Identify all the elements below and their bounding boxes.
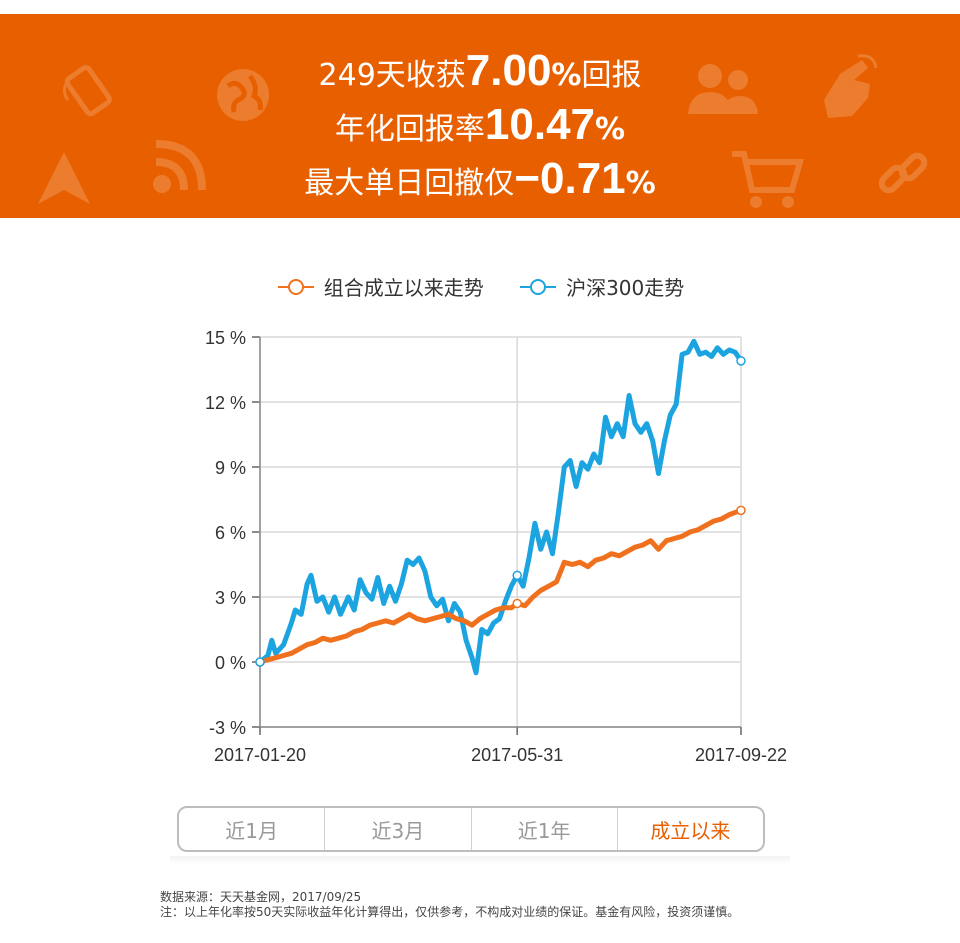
chart-legend: 组合成立以来走势 沪深300走势: [0, 272, 960, 306]
globe-icon: [217, 69, 269, 121]
performance-line-chart: -3 % 0 % 3 % 6 % 9 % 12 % 15 % 2017-01-20 2017-0…: [205, 328, 787, 765]
portfolio-point-marker: [736, 505, 746, 516]
x-tick-label: 2017-05-31: [471, 745, 563, 765]
tab-since-inception[interactable]: 成立以来: [650, 818, 731, 843]
cart-icon: [732, 151, 804, 208]
y-tick-label: 12 %: [205, 393, 246, 413]
portfolio-series-line: [257, 507, 744, 665]
max-drawdown-label: 最大单日回撤仅: [304, 166, 515, 201]
period-tabs: 近1月 近3月 近1年 成立以来: [177, 806, 765, 852]
max-drawdown-value: −0.71: [514, 154, 626, 203]
headline-line-3: 最大单日回撤仅−0.71%: [0, 152, 960, 206]
percent-sign: %: [595, 112, 626, 147]
tabs-shadow: [170, 856, 790, 864]
rss-icon: [153, 140, 206, 193]
legend-line-marker-orange-icon: [277, 278, 314, 295]
y-tick-label: 0 %: [215, 653, 246, 673]
summary-banner: 249天收获7.00%回报 年化回报率10.47% 最大单日回撤仅−0.71%: [0, 14, 960, 218]
disclaimer-text: 注：以上年化率按50天实际收益年化计算得出，仅供参考，不构成对业绩的保证。基金有…: [160, 905, 740, 919]
percent-sign: %: [625, 166, 656, 201]
navigation-arrow-icon: [38, 152, 90, 204]
footer-notes: 数据来源：天天基金网，2017/09/25 注：以上年化率按50天实际收益年化计…: [160, 890, 739, 920]
legend-item-index[interactable]: 沪深300走势: [518, 272, 684, 301]
y-tick-label: 6 %: [215, 523, 246, 543]
phone-icon: [62, 65, 112, 117]
headline-line-1: 249天收获7.00%回报: [0, 44, 960, 98]
headline-line-2: 年化回报率10.47%: [0, 98, 960, 152]
return-suffix: 回报: [581, 58, 642, 93]
holding-days-text: 249天收获: [318, 58, 466, 93]
index-series-line: [257, 338, 744, 676]
tab-3-months[interactable]: 近3月: [325, 808, 472, 850]
users-icon: [688, 64, 758, 114]
annualized-value: 10.47: [484, 100, 596, 149]
index-point-marker: [255, 657, 265, 667]
annualized-label: 年化回报率: [334, 112, 485, 147]
y-tick-label: 15 %: [205, 328, 246, 348]
link-icon: [878, 152, 928, 194]
pointer-hand-icon: [824, 54, 878, 118]
total-return-value: 7.00: [465, 46, 552, 95]
percent-sign: %: [551, 58, 582, 93]
legend-line-marker-blue-icon: [520, 278, 557, 295]
legend-item-portfolio[interactable]: 组合成立以来走势: [276, 272, 484, 301]
y-tick-label: 9 %: [215, 458, 246, 478]
data-source-text: 数据来源：天天基金网，2017/09/25: [160, 890, 362, 904]
legend-label-index: 沪深300走势: [566, 276, 685, 300]
y-tick-label: 3 %: [215, 588, 246, 608]
legend-label-portfolio: 组合成立以来走势: [323, 276, 484, 300]
portfolio-point-marker: [512, 598, 522, 609]
tab-1-year[interactable]: 近1年: [472, 808, 618, 850]
headline: 249天收获7.00%回报 年化回报率10.47% 最大单日回撤仅−0.71%: [0, 44, 960, 206]
index-point-marker: [736, 356, 746, 366]
index-point-marker: [512, 570, 522, 581]
x-tick-label: 2017-09-22: [695, 745, 787, 765]
x-tick-label: 2017-01-20: [214, 745, 306, 765]
tab-1-month[interactable]: 近1月: [179, 808, 326, 850]
y-tick-label: -3 %: [209, 718, 246, 738]
